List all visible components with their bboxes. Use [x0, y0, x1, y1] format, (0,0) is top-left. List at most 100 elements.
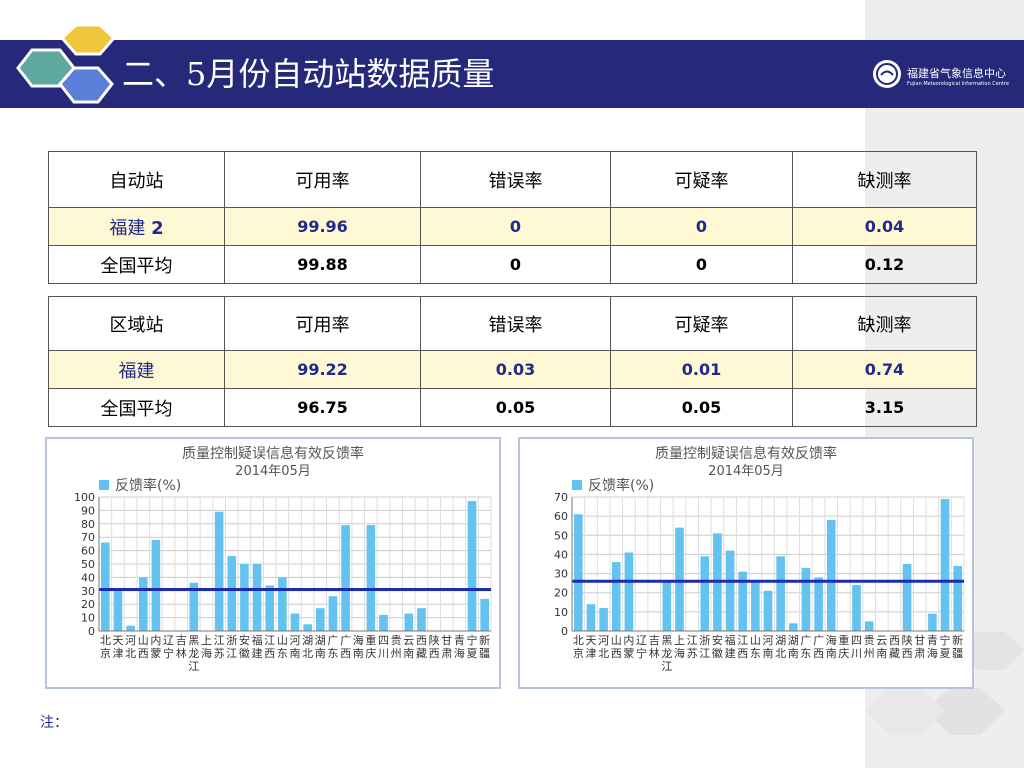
- x-tick-label: 云南: [876, 634, 887, 660]
- table-cell: 0.12: [792, 245, 977, 284]
- feedback-rate-chart-regional: 质量控制疑误信息有效反馈率 2014年05月 反馈率(%) 0 10 20 30 40 50 60…: [518, 437, 974, 689]
- table-cell: 99.96: [224, 207, 421, 246]
- y-tick-label: 60: [81, 545, 95, 558]
- x-tick-char: 四: [378, 634, 389, 647]
- x-tick-char: 南: [403, 647, 414, 660]
- x-tick-label: 内蒙: [623, 633, 634, 660]
- x-tick-char: 甘: [914, 634, 925, 647]
- bar: [189, 582, 199, 631]
- row-label: 全国平均: [48, 245, 225, 284]
- feedback-rate-chart-auto: 质量控制疑误信息有效反馈率 2014年05月 反馈率(%) 0 10 20 30 40 50 60…: [45, 437, 501, 689]
- x-tick-char: 西: [611, 647, 622, 660]
- x-tick-char: 林: [649, 646, 660, 660]
- table-cell: 0.05: [610, 388, 793, 427]
- x-tick-char: 西: [416, 634, 427, 647]
- x-tick-char: 藏: [889, 647, 900, 660]
- bar: [252, 564, 262, 631]
- x-tick-label: 安徽: [712, 633, 723, 660]
- hexagon-logo-icon: [16, 23, 117, 104]
- table-header-cell: 缺测率: [792, 296, 977, 351]
- x-tick-char: 龙: [188, 647, 199, 660]
- x-tick-char: 海: [674, 646, 685, 660]
- org-name-cn: 福建省气象信息中心: [907, 67, 1006, 80]
- x-tick-char: 北: [100, 634, 111, 647]
- x-tick-char: 海: [927, 646, 938, 660]
- x-tick-char: 河: [290, 634, 301, 647]
- x-tick-label: 福建: [252, 633, 263, 660]
- table-row: 福建 99.22 0.03 0.01 0.74: [48, 350, 977, 389]
- x-tick-label: 上海: [674, 634, 685, 660]
- bar: [852, 585, 861, 631]
- x-tick-char: 州: [864, 647, 875, 660]
- table-cell: 99.88: [224, 245, 421, 284]
- chart-title: 质量控制疑误信息有效反馈率: [655, 445, 837, 462]
- bar: [227, 555, 237, 631]
- x-tick-char: 林: [176, 646, 187, 660]
- x-tick-char: 南: [353, 647, 364, 660]
- y-tick-label: 50: [554, 529, 568, 542]
- x-tick-char: 庆: [365, 646, 376, 660]
- bar: [290, 613, 300, 631]
- x-tick-char: 西: [902, 647, 913, 660]
- x-tick-char: 辽: [636, 634, 647, 647]
- x-tick-char: 宁: [163, 646, 174, 660]
- table-cell: 99.22: [224, 350, 421, 389]
- x-tick-char: 江: [188, 660, 199, 673]
- x-tick-char: 疆: [479, 647, 490, 660]
- x-tick-char: 辽: [163, 634, 174, 647]
- page-title: 二、5月份自动站数据质量: [122, 55, 495, 93]
- x-tick-char: 河: [598, 634, 609, 647]
- bar: [662, 581, 672, 631]
- row-name-suffix: 2: [151, 217, 164, 239]
- y-tick-label: 90: [81, 504, 95, 517]
- x-tick-label: 上海: [201, 634, 212, 660]
- y-tick-label: 20: [81, 598, 95, 611]
- x-tick-label: 贵州: [864, 634, 875, 660]
- x-tick-label: 山东: [750, 634, 761, 660]
- x-tick-label: 江苏: [214, 634, 225, 660]
- x-tick-label: 黑龙江: [661, 634, 672, 673]
- x-tick-char: 湖: [788, 634, 799, 647]
- x-tick-char: 湖: [775, 634, 786, 647]
- bar: [902, 564, 912, 631]
- y-tick-label: 10: [81, 612, 95, 625]
- bar: [763, 590, 773, 631]
- bar: [725, 550, 735, 631]
- row-label: 福建: [48, 350, 225, 389]
- x-tick-label: 天津: [112, 634, 123, 660]
- x-tick-label: 湖北: [775, 634, 786, 660]
- table-cell: 0: [610, 207, 793, 246]
- bar: [214, 511, 224, 631]
- x-tick-char: 浙: [699, 634, 710, 647]
- x-tick-label: 浙江: [699, 634, 710, 660]
- x-tick-char: 京: [573, 646, 584, 660]
- bar: [113, 588, 123, 631]
- footnote: 注：: [40, 715, 68, 731]
- table-header-cell: 可疑率: [610, 151, 793, 208]
- x-tick-char: 青: [927, 634, 938, 647]
- x-tick-label: 甘肃: [441, 634, 452, 660]
- x-tick-char: 宁: [940, 633, 951, 647]
- x-tick-char: 津: [585, 647, 596, 660]
- x-tick-char: 湖: [302, 634, 313, 647]
- x-tick-label: 河北: [598, 634, 609, 660]
- x-tick-char: 吉: [649, 634, 660, 647]
- x-tick-char: 安: [239, 633, 250, 647]
- x-tick-char: 新: [479, 633, 490, 647]
- y-tick-label: 40: [81, 571, 95, 584]
- bar: [574, 514, 583, 631]
- legend-swatch: [99, 480, 109, 490]
- x-tick-char: 东: [277, 647, 288, 660]
- x-tick-char: 上: [674, 634, 685, 647]
- x-tick-char: 江: [737, 634, 748, 647]
- y-tick-label: 30: [81, 585, 95, 598]
- x-tick-char: 夏: [940, 647, 951, 660]
- x-tick-char: 北: [125, 647, 136, 660]
- table-cell: 3.15: [792, 388, 977, 427]
- chart-background: [47, 439, 499, 687]
- x-tick-label: 河北: [125, 634, 136, 660]
- x-tick-char: 黑: [188, 634, 199, 647]
- row-label: 全国平均: [48, 388, 225, 427]
- x-tick-char: 内: [150, 633, 161, 647]
